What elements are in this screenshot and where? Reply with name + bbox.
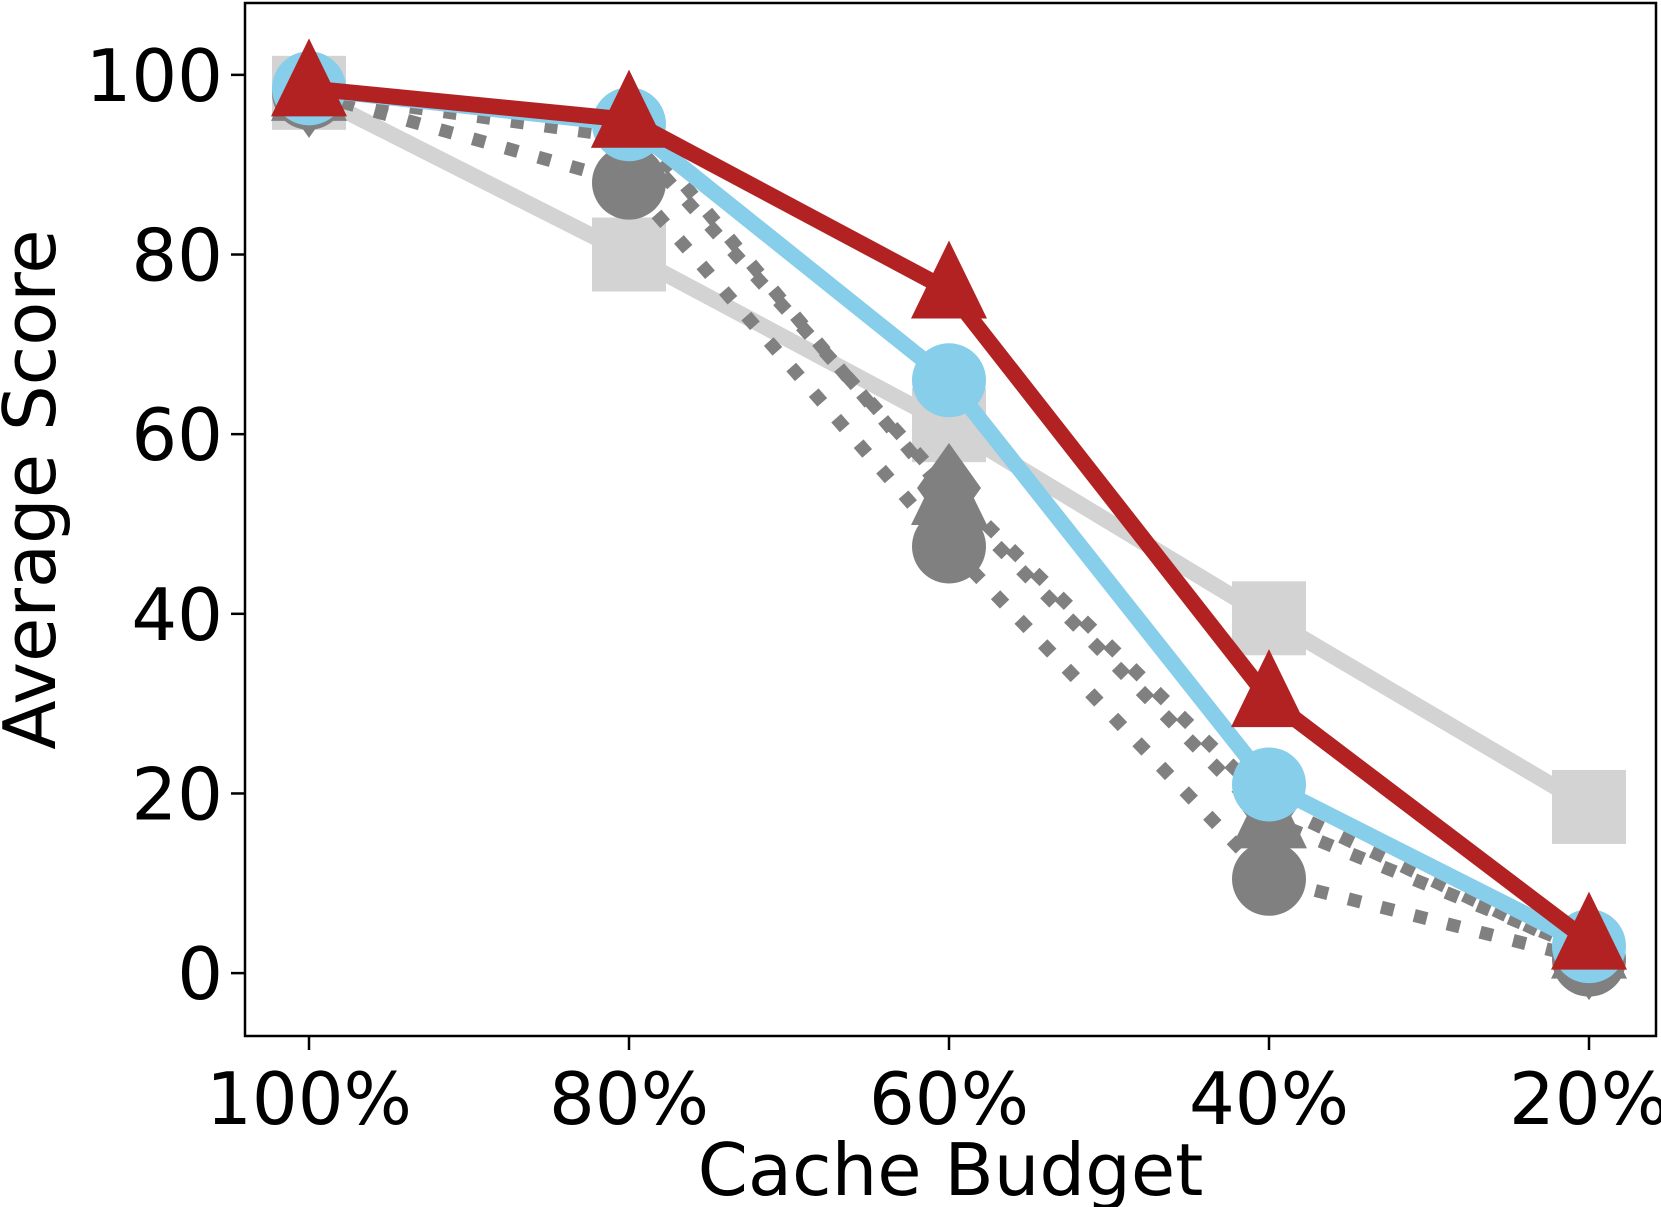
data-point-circle xyxy=(1232,747,1306,822)
x-tick-label: 100% xyxy=(206,1057,412,1141)
y-tick-label: 60 xyxy=(131,393,223,477)
x-tick-label: 80% xyxy=(549,1057,709,1141)
data-point-circle xyxy=(1232,841,1306,916)
x-tick-label: 60% xyxy=(869,1057,1029,1141)
y-axis: 0 20 40 60 80 100 xyxy=(86,34,245,1016)
data-point-circle xyxy=(912,343,986,418)
x-tick-label: 40% xyxy=(1189,1057,1349,1141)
plot-area-frame xyxy=(243,1,1658,1038)
data-point-triangle xyxy=(911,240,987,319)
series-layer xyxy=(271,38,1627,1001)
y-tick-label: 80 xyxy=(131,214,223,298)
data-point-triangle xyxy=(1551,891,1627,970)
data-point-triangle xyxy=(1231,649,1307,728)
y-tick-label: 0 xyxy=(177,932,223,1016)
y-axis-title: Average Score xyxy=(0,229,72,749)
series-5 xyxy=(271,38,1627,970)
data-point-square xyxy=(1552,769,1626,844)
data-point-triangle xyxy=(911,447,987,526)
data-point-triangle xyxy=(591,69,667,148)
x-tick-label: 20% xyxy=(1509,1057,1661,1141)
series-0 xyxy=(272,55,1626,844)
x-axis-title: Cache Budget xyxy=(698,1128,1204,1207)
data-point-triangle xyxy=(271,38,347,117)
x-axis: 100% 80% 60% 40% 20% xyxy=(206,1036,1661,1141)
data-point-square xyxy=(592,217,666,292)
data-point-square xyxy=(1232,581,1306,656)
y-tick-label: 100 xyxy=(86,34,223,118)
y-tick-label: 40 xyxy=(131,573,223,657)
y-tick-label: 20 xyxy=(131,752,223,836)
series-line xyxy=(308,86,1592,962)
data-point-circle xyxy=(912,509,986,584)
